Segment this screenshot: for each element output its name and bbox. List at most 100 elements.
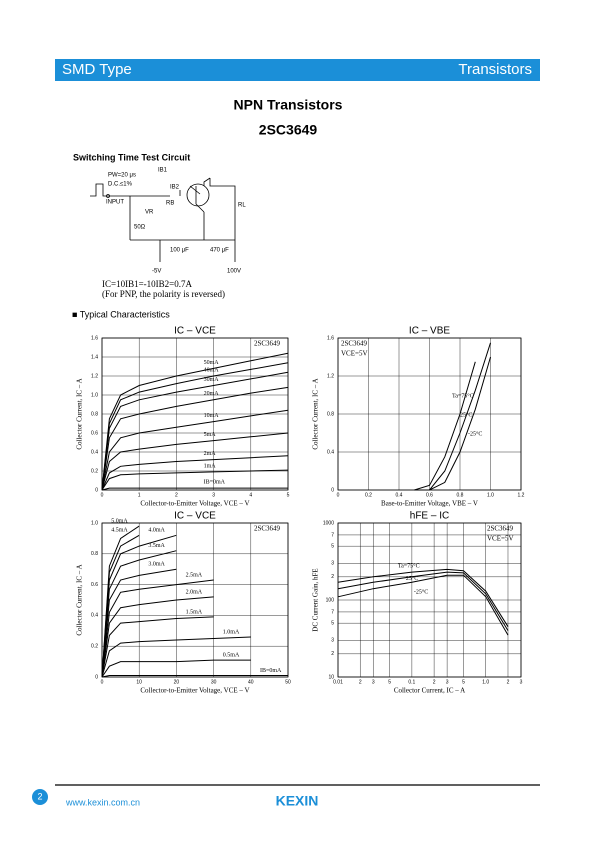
annotation: VCE=5V bbox=[341, 350, 368, 358]
y-tick-label: 1000 bbox=[323, 520, 334, 526]
series-label: 2.5mA bbox=[186, 572, 203, 578]
x-tick-label: 2 bbox=[175, 492, 178, 498]
series-label: 25°C bbox=[460, 411, 472, 418]
series-label: 5mA bbox=[204, 432, 217, 438]
y-tick-label: 1.6 bbox=[327, 335, 334, 341]
series-label: -25°C bbox=[414, 589, 428, 596]
doc-title: NPN Transistors bbox=[234, 97, 343, 113]
page-badge bbox=[32, 789, 48, 805]
y-tick-label: 100 bbox=[326, 597, 335, 603]
x-tick-label: 0.4 bbox=[396, 492, 403, 498]
series-label: 1.5mA bbox=[186, 609, 203, 615]
part-number: 2SC3649 bbox=[259, 122, 318, 138]
series-label: 2mA bbox=[204, 451, 217, 457]
series-line bbox=[101, 487, 288, 491]
series-label: 40mA bbox=[204, 367, 220, 373]
x-axis-label: Base-to-Emitter Voltage, VBE – V bbox=[381, 500, 478, 508]
y-axis-label: Collector Current, IC – A bbox=[76, 378, 84, 449]
series-label: Ta=75°C bbox=[398, 563, 420, 570]
y-tick-label: 7 bbox=[331, 532, 334, 538]
section-heading: ■ Typical Characteristics bbox=[72, 309, 170, 319]
y-tick-label: 0.2 bbox=[91, 644, 98, 650]
rl: RL bbox=[238, 203, 246, 209]
y-tick-label: 1.0 bbox=[91, 520, 98, 526]
pw: PW=20 μs bbox=[108, 173, 136, 179]
y-tick-label: 2 bbox=[331, 574, 334, 580]
series-line bbox=[101, 550, 177, 678]
chart-title: IC – VCE bbox=[174, 326, 216, 337]
x-tick-label: 2 bbox=[507, 679, 510, 685]
x-tick-label: 0 bbox=[101, 679, 104, 685]
y-tick-label: 0.8 bbox=[91, 411, 98, 417]
input: INPUT bbox=[106, 200, 124, 206]
series-line bbox=[101, 579, 214, 678]
y-tick-label: 7 bbox=[331, 609, 334, 615]
plot-frame bbox=[101, 522, 289, 678]
series-label: 10mA bbox=[204, 413, 220, 419]
x-tick-label: 2 bbox=[359, 679, 362, 685]
y-tick-label: 1.2 bbox=[327, 373, 334, 379]
series-label: 3.0mA bbox=[148, 562, 165, 568]
series-label: Ta=75°C bbox=[452, 392, 474, 399]
y-tick-label: 0 bbox=[331, 487, 334, 493]
vneg: -5V bbox=[152, 269, 161, 275]
y-tick-label: 0 bbox=[95, 674, 98, 680]
y-tick-label: 0.6 bbox=[91, 430, 98, 436]
y-tick-label: 0.4 bbox=[327, 449, 334, 455]
chart-title: IC – VBE bbox=[409, 326, 450, 337]
series-label: 1.0mA bbox=[223, 629, 240, 635]
series-label: 50mA bbox=[204, 360, 220, 366]
annotation: 2SC3649 bbox=[254, 340, 281, 348]
series-line bbox=[337, 574, 509, 636]
series-label: 25°C bbox=[406, 575, 418, 582]
x-tick-label: 0.6 bbox=[426, 492, 433, 498]
annotation: 2SC3649 bbox=[487, 525, 514, 533]
x-tick-label: 50 bbox=[285, 679, 291, 685]
dc: D.C.≤1% bbox=[108, 182, 133, 188]
annotation: 2SC3649 bbox=[254, 525, 281, 533]
x-tick-label: 3 bbox=[212, 492, 215, 498]
ib1: IB1 bbox=[158, 168, 168, 174]
y-tick-label: 0.8 bbox=[327, 411, 334, 417]
y-tick-label: 1.0 bbox=[91, 392, 98, 398]
annotation: VCE=5V bbox=[487, 535, 514, 543]
series-line bbox=[101, 659, 251, 678]
x-tick-label: 0.01 bbox=[333, 679, 343, 685]
y-tick-label: 0.4 bbox=[91, 613, 98, 619]
x-tick-label: 1.0 bbox=[482, 679, 489, 685]
series-line bbox=[101, 352, 289, 491]
formula: IC=10IB1=-10IB2=0.7A bbox=[102, 279, 192, 289]
series-label: -25°C bbox=[468, 430, 482, 437]
transistor bbox=[186, 183, 210, 207]
y-tick-label: 0 bbox=[95, 487, 98, 493]
x-tick-label: 0.2 bbox=[365, 492, 372, 498]
series-line bbox=[101, 371, 289, 491]
x-axis-label: Collector Current, IC – A bbox=[394, 687, 465, 695]
x-tick-label: 20 bbox=[174, 679, 180, 685]
y-axis-label: Collector Current, IC – A bbox=[76, 564, 84, 635]
header-bar bbox=[55, 59, 540, 81]
y-tick-label: 1.2 bbox=[91, 373, 98, 379]
chart-title: IC – VCE bbox=[174, 511, 216, 522]
x-tick-label: 3 bbox=[446, 679, 449, 685]
series-line bbox=[101, 432, 289, 491]
y-tick-label: 0.6 bbox=[91, 582, 98, 588]
vpos: 100V bbox=[227, 269, 241, 275]
x-axis-label: Collector-to-Emitter Voltage, VCE – V bbox=[140, 500, 249, 508]
ib2: IB2 bbox=[170, 185, 180, 191]
y-tick-label: 1.6 bbox=[91, 335, 98, 341]
y-tick-label: 2 bbox=[331, 651, 334, 657]
y-tick-label: 10 bbox=[328, 674, 334, 680]
x-tick-label: 1 bbox=[138, 492, 141, 498]
y-tick-label: 0.2 bbox=[91, 468, 98, 474]
y-tick-label: 0.8 bbox=[91, 551, 98, 557]
x-tick-label: 0 bbox=[101, 492, 104, 498]
annotation: 2SC3649 bbox=[341, 340, 368, 348]
series-label: 5.0mA bbox=[111, 518, 128, 524]
c1: 100 μF bbox=[170, 248, 189, 254]
x-tick-label: 1.2 bbox=[518, 492, 525, 498]
rb: RB bbox=[166, 201, 174, 207]
x-tick-label: 5 bbox=[287, 492, 290, 498]
